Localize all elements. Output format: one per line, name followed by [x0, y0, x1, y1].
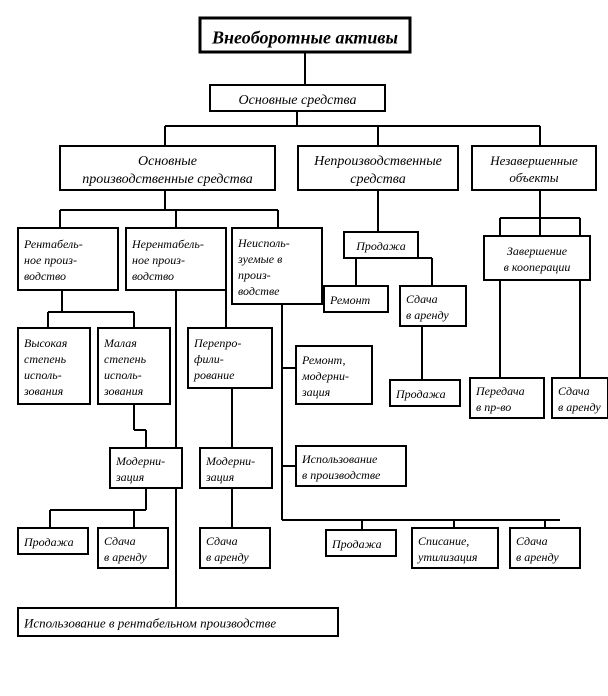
node-label: в аренду — [558, 400, 601, 414]
node-label: рование — [193, 368, 235, 382]
node-label: зация — [205, 470, 235, 484]
node-label: степень — [104, 352, 147, 366]
node-label: в пр-во — [476, 400, 511, 414]
node-label: зуемые в — [237, 252, 282, 266]
node-label: в аренду — [206, 550, 249, 564]
node-label: объекты — [509, 170, 558, 185]
node-label: Внеоборотные активы — [211, 27, 398, 47]
node-label: Модерни- — [205, 454, 255, 468]
node-label: ное произ- — [132, 253, 185, 267]
node-label: Сдача — [206, 534, 238, 548]
node-label: исполь- — [24, 368, 62, 382]
node-label: Сдача — [516, 534, 548, 548]
node-label: зация — [115, 470, 145, 484]
node-label: Завершение — [507, 244, 568, 258]
node-nerent: Нерентабель-ное произ-водство — [126, 228, 226, 290]
node-label: Модерни- — [115, 454, 165, 468]
node-label: Сдача — [406, 292, 438, 306]
node-label: Неисполь- — [237, 236, 290, 250]
node-remmod: Ремонт, модерни-зация — [296, 346, 372, 404]
node-rent: Рентабель-ное произ-водство — [18, 228, 118, 290]
node-label: Малая — [103, 336, 137, 350]
node-label: Продажа — [395, 387, 446, 401]
node-arenda_nz: Сдача в аренду — [552, 378, 608, 418]
node-remont: Ремонт — [324, 286, 388, 312]
node-label: произ- — [238, 268, 271, 282]
node-label: Продажа — [355, 239, 406, 253]
node-label: фили- — [194, 352, 224, 366]
node-arenda2: Сдача в аренду — [200, 528, 270, 568]
node-arenda1: Сдача в аренду — [98, 528, 168, 568]
node-arenda_np: Сдача в аренду — [400, 286, 466, 326]
node-prod_np2: Продажа — [390, 380, 460, 406]
node-label: исполь- — [104, 368, 142, 382]
node-label: Продажа — [331, 537, 382, 551]
node-label: модерни- — [301, 369, 349, 383]
node-label: степень — [24, 352, 67, 366]
node-label: Рентабель- — [23, 237, 83, 251]
node-neisp: Неисполь-зуемые в произ-водстве — [232, 228, 322, 304]
node-label: зация — [301, 385, 331, 399]
node-opr: Основные производственные средства — [60, 146, 275, 190]
node-label: зования — [103, 384, 144, 398]
node-label: Незавершенные — [489, 153, 578, 168]
node-isp_rent: Использование в рентабельном производств… — [18, 608, 338, 636]
node-label: водство — [132, 269, 174, 283]
node-prod_np: Продажа — [344, 232, 418, 258]
node-label: производственные средства — [82, 172, 252, 187]
node-mal: Малая степень исполь-зования — [98, 328, 170, 404]
node-label: в аренду — [516, 550, 559, 564]
node-mod2: Модерни-зация — [200, 448, 272, 488]
node-label: Сдача — [558, 384, 590, 398]
node-osn_sred: Основные средства — [210, 85, 385, 111]
node-label: Ремонт, — [301, 353, 346, 367]
node-zaversh_koop: Завершение в кооперации — [484, 236, 590, 280]
node-root: Внеоборотные активы — [200, 18, 410, 52]
node-isp_proizv: Использование в производстве — [296, 446, 406, 486]
node-neproizv: Непроизводственные средства — [298, 146, 458, 190]
node-perepr: Перепро-фили-рование — [188, 328, 272, 388]
node-label: Непроизводственные — [313, 154, 442, 169]
node-label: водство — [24, 269, 66, 283]
node-label: Высокая — [24, 336, 68, 350]
node-label: Ремонт — [329, 293, 371, 307]
node-label: ное произ- — [24, 253, 77, 267]
node-arenda_np2: Сдача в аренду — [510, 528, 580, 568]
diagram-canvas: Внеоборотные активы Основные средства Осно… — [0, 0, 608, 696]
node-nezav: Незавершенные объекты — [472, 146, 596, 190]
node-label: в аренду — [406, 308, 449, 322]
node-label: Продажа — [23, 535, 74, 549]
node-prod1: Продажа — [18, 528, 88, 554]
node-label: средства — [350, 172, 405, 187]
node-label: водстве — [238, 284, 280, 298]
node-label: Использование — [301, 452, 378, 466]
node-label: в аренду — [104, 550, 147, 564]
node-label: Основные средства — [239, 93, 357, 108]
node-label: Нерентабель- — [131, 237, 204, 251]
node-label: утилизация — [417, 550, 478, 564]
node-label: Сдача — [104, 534, 136, 548]
node-label: зования — [23, 384, 64, 398]
node-vys: Высокая степень исполь-зования — [18, 328, 90, 404]
node-pered: Передача в пр-во — [470, 378, 544, 418]
node-label: Списание, — [418, 534, 469, 548]
node-mod1: Модерни-зация — [110, 448, 182, 488]
node-label: в производстве — [302, 468, 381, 482]
node-prod_np3: Продажа — [326, 530, 396, 556]
node-label: Основные — [138, 154, 197, 169]
node-label: Перепро- — [193, 336, 241, 350]
node-label: Передача — [475, 384, 525, 398]
node-label: в кооперации — [504, 260, 571, 274]
node-label: Использование в рентабельном производств… — [23, 616, 276, 631]
node-spisan: Списание, утилизация — [412, 528, 498, 568]
